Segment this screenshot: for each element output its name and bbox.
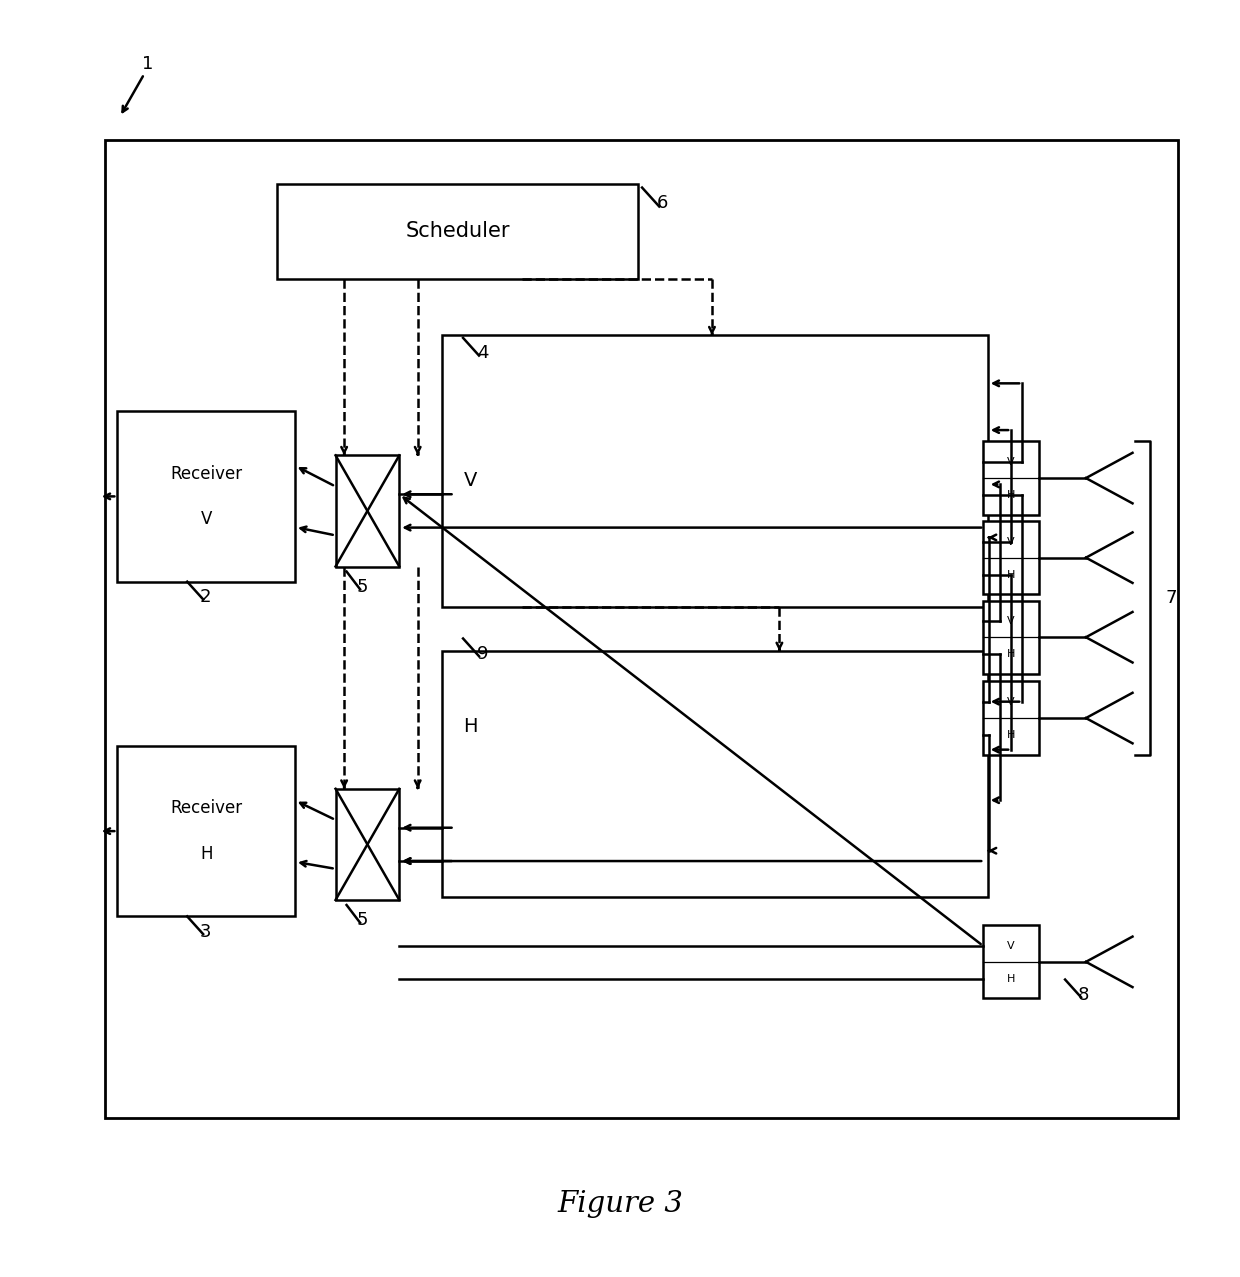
Text: V: V — [1007, 941, 1016, 951]
Text: H: H — [200, 845, 212, 863]
Text: V: V — [464, 471, 477, 490]
Bar — [983, 521, 1039, 594]
Text: H: H — [1007, 973, 1016, 983]
Text: H: H — [1007, 730, 1016, 739]
Text: V: V — [201, 510, 212, 529]
Bar — [983, 442, 1039, 515]
Text: 6: 6 — [657, 194, 668, 212]
Bar — [336, 789, 399, 900]
Text: V: V — [1007, 697, 1016, 707]
Text: 4: 4 — [477, 344, 489, 363]
Bar — [277, 184, 639, 278]
Text: V: V — [1007, 616, 1016, 626]
Bar — [443, 336, 988, 607]
Text: 5: 5 — [357, 912, 368, 930]
Text: H: H — [1007, 649, 1016, 659]
Text: 1: 1 — [143, 55, 154, 73]
Bar — [118, 746, 295, 917]
Bar — [983, 682, 1039, 755]
Text: H: H — [1007, 490, 1016, 499]
Text: 2: 2 — [200, 587, 211, 605]
Text: 5: 5 — [357, 577, 368, 595]
Text: 8: 8 — [1078, 986, 1089, 1004]
Bar — [443, 651, 988, 898]
Bar — [336, 456, 399, 567]
Bar — [983, 926, 1039, 999]
Text: 3: 3 — [200, 922, 211, 941]
Text: Receiver: Receiver — [170, 799, 242, 817]
Bar — [983, 600, 1039, 674]
Text: V: V — [1007, 536, 1016, 547]
Text: 7: 7 — [1166, 589, 1177, 607]
Bar — [118, 411, 295, 581]
Text: Receiver: Receiver — [170, 465, 242, 483]
Text: Scheduler: Scheduler — [405, 221, 510, 241]
Text: H: H — [1007, 570, 1016, 580]
Text: H: H — [464, 718, 477, 737]
Text: 9: 9 — [477, 645, 489, 663]
Text: V: V — [1007, 457, 1016, 467]
Text: Figure 3: Figure 3 — [557, 1190, 683, 1218]
Bar — [105, 139, 1178, 1119]
